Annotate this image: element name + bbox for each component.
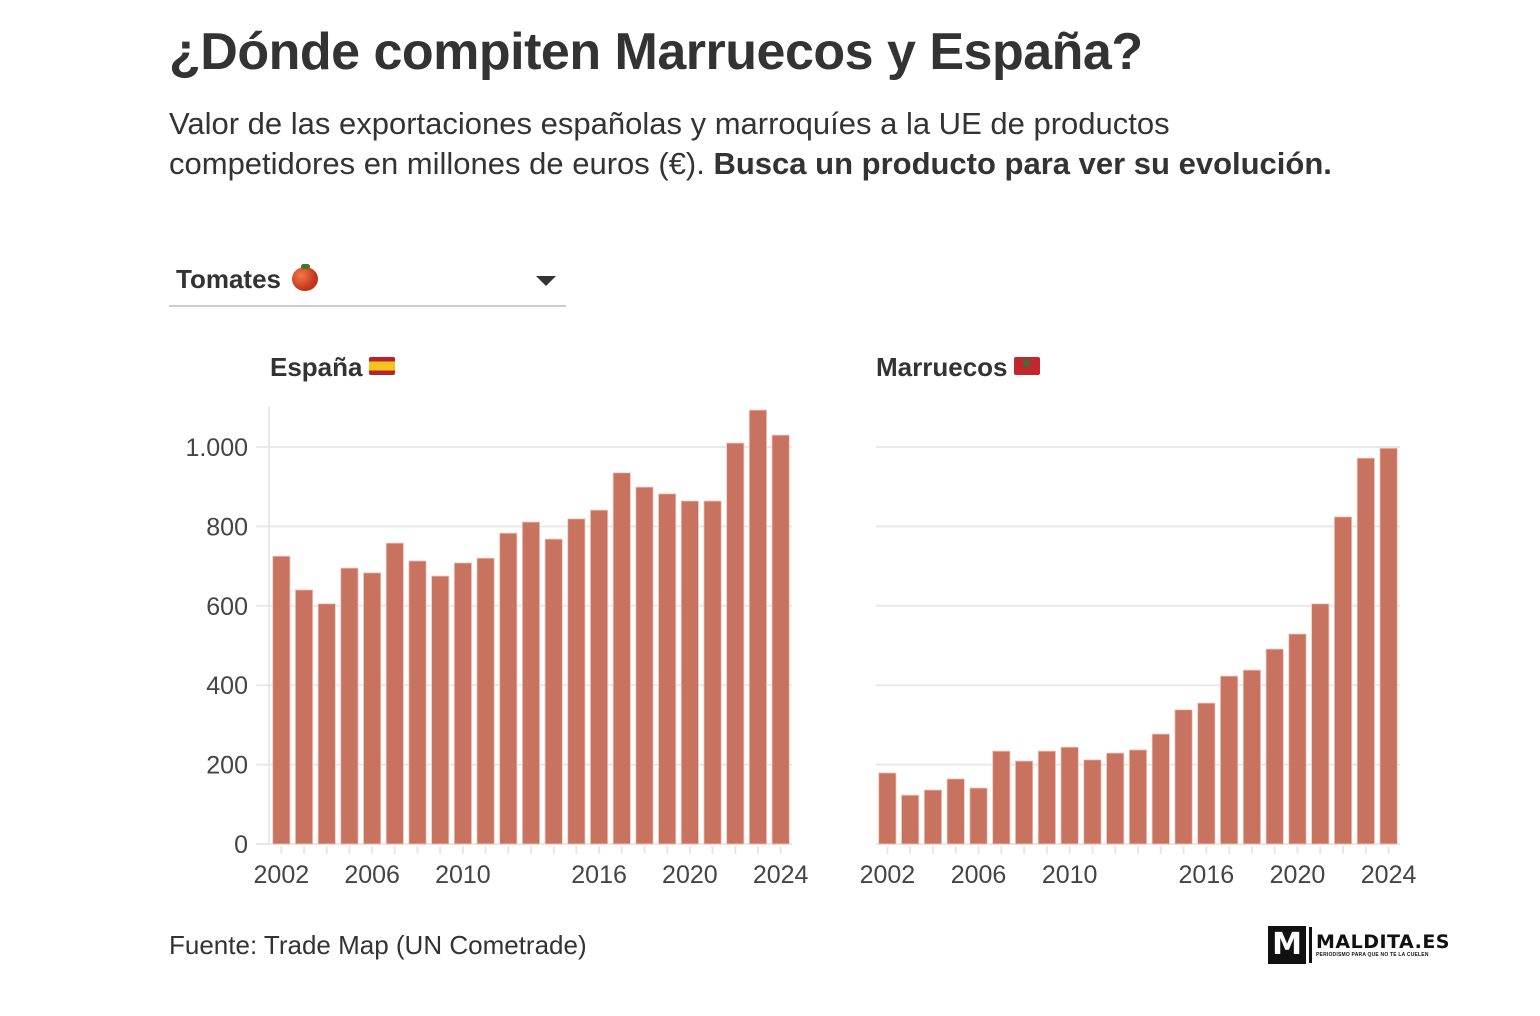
- bar-2023: [1356, 457, 1375, 845]
- bar-2014: [1151, 733, 1170, 845]
- bar-2004: [923, 789, 943, 845]
- bar-2016: [590, 509, 609, 845]
- y-tick-label: 400: [206, 672, 248, 700]
- bar-2018: [635, 486, 654, 845]
- bar-2003: [901, 794, 920, 845]
- bar-2024: [771, 434, 790, 845]
- x-tick-label: 2020: [662, 861, 718, 889]
- page-title: ¿Dónde compiten Marruecos y España?: [169, 23, 1143, 81]
- bar-2005: [946, 778, 965, 845]
- x-tick-label: 2020: [1270, 861, 1326, 889]
- bar-2004: [317, 603, 336, 845]
- dropdown-selected-label: Tomates: [176, 264, 281, 294]
- bar-2020: [1288, 633, 1307, 845]
- morocco-flag-icon: [1013, 355, 1040, 375]
- logo-text: MALDITA.ES PERIODISMO PARA QUE NO TE LA …: [1316, 932, 1450, 958]
- bar-2002: [272, 555, 291, 845]
- bar-2012: [1106, 752, 1125, 845]
- subtitle-instruction: Busca un producto para ver su evolución.: [713, 146, 1332, 181]
- logo-mark: M: [1268, 926, 1306, 964]
- caret-down-icon[interactable]: [536, 276, 556, 286]
- subtitle: Valor de las exportaciones españolas y m…: [169, 104, 1349, 184]
- bar-2006: [969, 787, 988, 845]
- bar-2005: [340, 567, 359, 845]
- bar-2017: [1220, 675, 1239, 845]
- x-tick-label: 2016: [1179, 861, 1235, 889]
- bar-2011: [1083, 759, 1102, 845]
- bar-2008: [408, 560, 427, 845]
- source-note: Fuente: Trade Map (UN Cometrade): [169, 930, 587, 960]
- tomato-icon: [292, 264, 319, 291]
- panel-title-spain-label: España: [270, 352, 363, 382]
- bar-2007: [385, 542, 404, 845]
- x-tick-label: 2024: [1361, 861, 1417, 889]
- bar-2010: [453, 562, 472, 845]
- panel-title-spain: España: [270, 352, 395, 383]
- y-tick-label: 200: [206, 752, 248, 780]
- bar-2022: [1333, 516, 1353, 845]
- bar-2014: [544, 538, 563, 845]
- bar-2024: [1379, 447, 1398, 845]
- logo-tagline: PERIODISMO PARA QUE NO TE LA CUELEN: [1316, 952, 1429, 958]
- bar-2017: [612, 472, 631, 845]
- bar-2015: [1174, 709, 1193, 845]
- x-tick-label: 2024: [753, 861, 809, 889]
- bar-2018: [1242, 669, 1261, 845]
- bar-2007: [992, 750, 1011, 845]
- bar-2020: [680, 500, 699, 845]
- bar-2008: [1015, 760, 1034, 845]
- bar-2019: [1265, 648, 1284, 845]
- product-dropdown[interactable]: Tomates: [169, 256, 566, 307]
- x-tick-label: 2010: [435, 861, 491, 889]
- y-tick-label: 600: [206, 593, 248, 621]
- bar-2015: [567, 518, 586, 845]
- x-tick-label: 2002: [860, 861, 916, 889]
- bar-2016: [1197, 702, 1216, 845]
- bar-2009: [431, 575, 450, 845]
- x-tick-label: 2002: [254, 861, 310, 889]
- subtitle-text: Valor de las exportaciones españolas y m…: [169, 106, 1170, 181]
- x-tick-label: 2006: [951, 861, 1007, 889]
- bar-2021: [703, 500, 722, 845]
- y-tick-label: 800: [206, 513, 248, 541]
- bar-2011: [476, 557, 495, 845]
- bar-2012: [499, 532, 518, 845]
- x-tick-label: 2010: [1042, 861, 1098, 889]
- logo-separator: [1309, 927, 1312, 963]
- bar-2022: [726, 442, 745, 845]
- maldita-logo[interactable]: M MALDITA.ES PERIODISMO PARA QUE NO TE L…: [1268, 926, 1450, 964]
- bar-2003: [295, 589, 314, 845]
- y-tick-label: 0: [234, 831, 248, 859]
- x-tick-label: 2006: [344, 861, 400, 889]
- bar-2013: [1128, 749, 1148, 845]
- bar-2021: [1311, 603, 1330, 845]
- bar-2002: [878, 772, 897, 845]
- y-tick-label: 1.000: [185, 434, 248, 462]
- panel-title-morocco: Marruecos: [876, 352, 1040, 383]
- spain-flag-icon: [368, 357, 395, 375]
- bar-2009: [1037, 750, 1056, 845]
- logo-brand: MALDITA.ES: [1316, 931, 1450, 953]
- bar-2010: [1060, 746, 1079, 845]
- bar-2013: [521, 521, 541, 845]
- dropdown-selected-value: Tomates: [176, 264, 319, 295]
- panel-title-morocco-label: Marruecos: [876, 352, 1008, 382]
- bar-2023: [748, 409, 767, 845]
- bar-2019: [658, 493, 677, 845]
- x-tick-label: 2016: [571, 861, 627, 889]
- bar-2006: [363, 572, 382, 845]
